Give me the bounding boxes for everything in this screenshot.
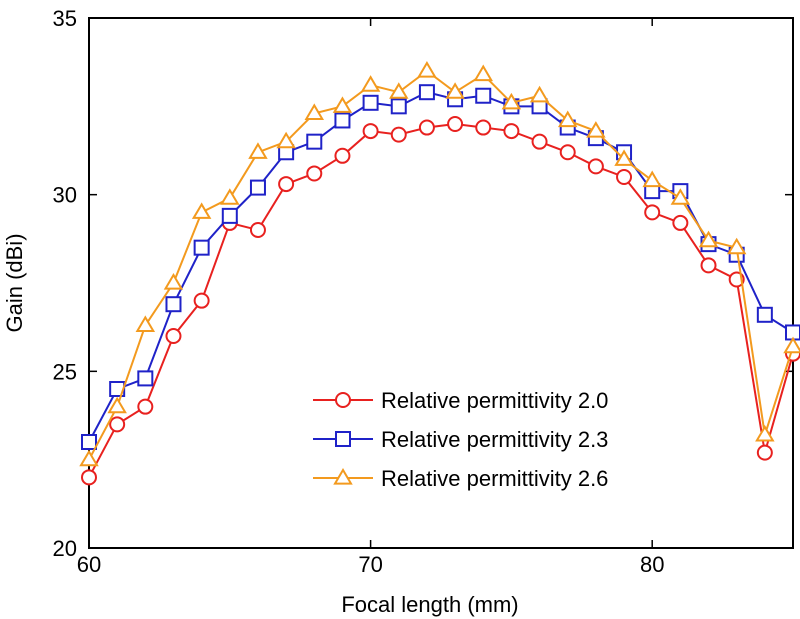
data-point-circle bbox=[447, 116, 464, 132]
legend-item: Relative permittivity 2.0 bbox=[313, 388, 608, 413]
legend-label: Relative permittivity 2.6 bbox=[381, 466, 608, 491]
data-point-circle bbox=[475, 119, 492, 136]
plot-frame bbox=[88, 17, 794, 549]
x-tick-label: 80 bbox=[640, 552, 664, 577]
data-point-circle bbox=[644, 204, 661, 221]
data-point-triangle bbox=[755, 424, 775, 442]
data-point-circle bbox=[672, 214, 689, 231]
x-tick-label: 70 bbox=[358, 552, 382, 577]
data-point-triangle bbox=[191, 202, 212, 219]
data-point-triangle bbox=[276, 131, 296, 149]
data-point-circle bbox=[306, 165, 323, 182]
legend-item: Relative permittivity 2.3 bbox=[313, 427, 608, 452]
data-point-triangle bbox=[332, 96, 353, 113]
x-tick-label: 60 bbox=[77, 552, 101, 577]
data-point-circle bbox=[559, 144, 576, 161]
data-point-square bbox=[418, 84, 435, 101]
data-point-circle bbox=[137, 398, 154, 415]
data-point-triangle bbox=[670, 188, 691, 205]
data-point-circle bbox=[503, 123, 520, 140]
data-point-triangle bbox=[248, 142, 268, 159]
data-point-square bbox=[165, 296, 182, 313]
data-point-square bbox=[221, 207, 238, 224]
legend-marker-circle bbox=[335, 392, 351, 408]
data-point-circle bbox=[700, 257, 717, 274]
data-point-square bbox=[81, 434, 97, 450]
data-point-triangle bbox=[473, 64, 493, 82]
y-axis-ticks: 20 25 30 35 bbox=[53, 6, 793, 561]
data-point-circle bbox=[193, 292, 210, 309]
data-point-square bbox=[362, 94, 379, 111]
data-point-square bbox=[475, 87, 492, 104]
data-point-circle bbox=[109, 416, 126, 433]
series-1 bbox=[81, 116, 800, 486]
data-point-triangle bbox=[304, 103, 325, 120]
data-point-triangle bbox=[163, 273, 184, 290]
data-point-triangle bbox=[501, 92, 522, 110]
data-point-triangle bbox=[529, 85, 550, 103]
series-2 bbox=[81, 84, 800, 450]
legend-item: Relative permittivity 2.6 bbox=[313, 466, 608, 491]
data-point-triangle bbox=[360, 75, 381, 92]
legend-label: Relative permittivity 2.0 bbox=[381, 388, 608, 413]
data-point-triangle bbox=[586, 121, 606, 138]
y-tick-label: 30 bbox=[53, 183, 77, 208]
data-point-triangle bbox=[107, 396, 127, 414]
data-point-triangle bbox=[557, 110, 578, 128]
data-point-circle bbox=[756, 444, 773, 461]
legend-label: Relative permittivity 2.3 bbox=[381, 427, 608, 452]
data-point-triangle bbox=[726, 237, 747, 255]
data-point-circle bbox=[278, 176, 295, 193]
data-point-square bbox=[390, 98, 407, 115]
data-point-circle bbox=[390, 126, 407, 143]
data-point-square bbox=[756, 306, 773, 323]
data-point-triangle bbox=[79, 449, 99, 467]
data-point-triangle bbox=[614, 149, 634, 166]
data-point-circle bbox=[616, 169, 633, 185]
series-line bbox=[88, 69, 794, 461]
data-point-circle bbox=[587, 158, 604, 175]
data-point-square bbox=[334, 112, 351, 129]
data-point-circle bbox=[334, 147, 351, 164]
data-point-circle bbox=[531, 133, 548, 150]
x-axis-ticks: 60 70 80 bbox=[77, 18, 664, 577]
series-layer bbox=[79, 61, 800, 486]
legend-marker-triangle bbox=[333, 468, 353, 485]
data-point-triangle bbox=[783, 336, 800, 354]
data-point-square bbox=[249, 179, 266, 196]
data-point-triangle bbox=[417, 61, 437, 78]
data-point-triangle bbox=[135, 315, 156, 332]
data-point-triangle bbox=[220, 188, 240, 205]
data-point-circle bbox=[165, 328, 182, 344]
data-point-circle bbox=[81, 469, 97, 486]
y-axis-label: Gain (dBi) bbox=[2, 233, 27, 332]
data-point-triangle bbox=[698, 230, 719, 248]
data-point-square bbox=[193, 239, 210, 256]
data-point-square bbox=[306, 133, 323, 150]
x-axis-label: Focal length (mm) bbox=[341, 592, 518, 617]
data-point-circle bbox=[418, 119, 435, 136]
y-tick-label: 25 bbox=[53, 359, 77, 384]
y-tick-label: 20 bbox=[53, 536, 77, 561]
data-point-circle bbox=[362, 123, 379, 140]
data-point-triangle bbox=[642, 170, 662, 188]
data-point-square bbox=[137, 370, 154, 387]
legend: Relative permittivity 2.0 Relative permit… bbox=[313, 388, 608, 491]
series-3 bbox=[79, 61, 800, 467]
data-point-circle bbox=[249, 222, 266, 238]
y-tick-label: 35 bbox=[53, 6, 77, 31]
data-point-triangle bbox=[445, 82, 465, 99]
legend-marker-square bbox=[335, 431, 351, 447]
data-point-triangle bbox=[389, 82, 409, 99]
